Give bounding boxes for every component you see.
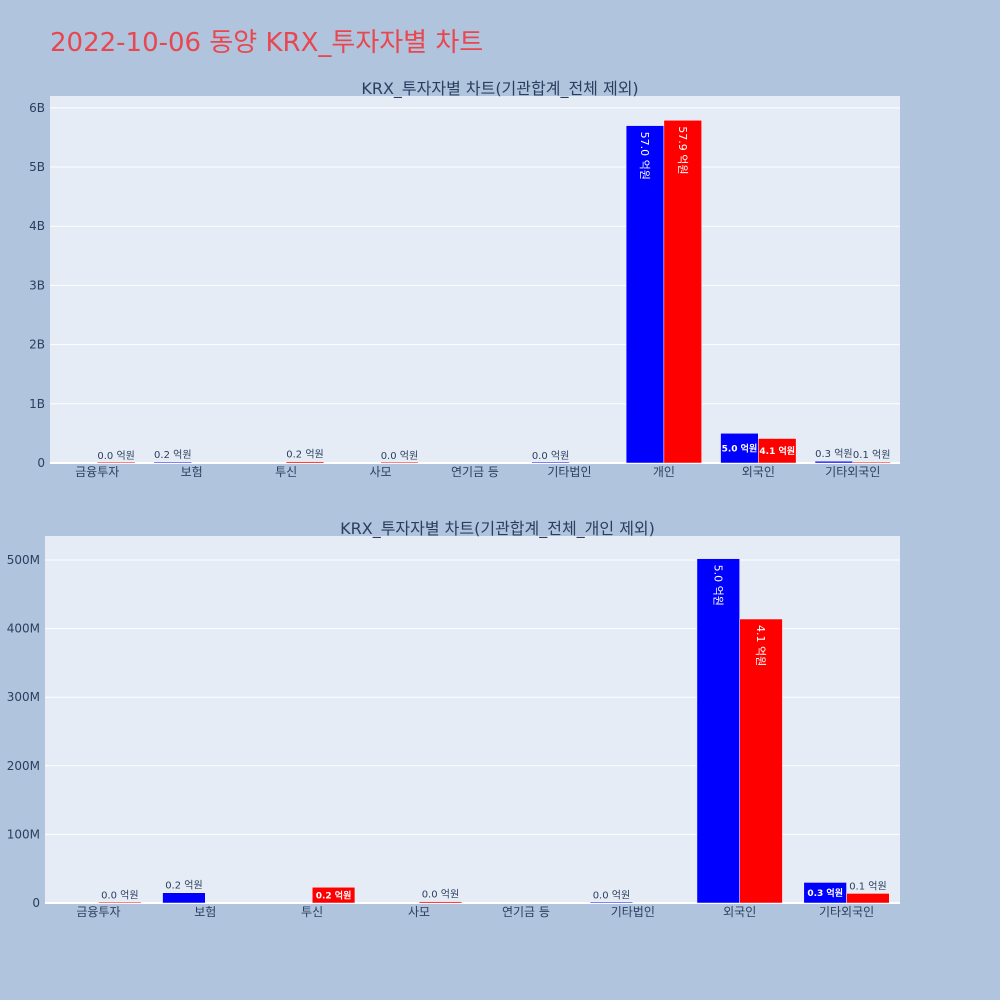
data-label: 5.0 억원 xyxy=(711,565,724,606)
bar xyxy=(98,901,142,904)
x-tick-label: 기타법인 xyxy=(611,905,655,919)
x-tick-label: 외국인 xyxy=(723,905,756,919)
y-tick-label: 0 xyxy=(37,456,45,470)
data-label: 0.0 억원 xyxy=(593,889,630,901)
bar xyxy=(803,882,847,904)
bar xyxy=(625,125,665,464)
y-tick-label: 200M xyxy=(7,759,40,773)
y-tick-label: 6B xyxy=(29,101,45,115)
data-label: 0.0 억원 xyxy=(101,889,138,901)
x-tick-label: 연기금 등 xyxy=(451,465,499,479)
bar xyxy=(418,901,463,904)
plot-area xyxy=(50,96,900,463)
y-tick-label: 1B xyxy=(29,397,45,411)
data-label: 0.1 억원 xyxy=(849,880,886,892)
y-tick-label: 3B xyxy=(29,278,45,292)
x-tick-label: 보험 xyxy=(194,905,216,919)
bar xyxy=(758,438,797,464)
data-label: 4.1 억원 xyxy=(754,625,767,666)
y-tick-label: 500M xyxy=(7,553,40,567)
bar xyxy=(696,558,740,904)
data-label: 0.2 억원 xyxy=(286,449,323,461)
data-label: 0.3 억원 xyxy=(807,887,843,899)
bar xyxy=(285,461,325,464)
x-tick-label: 금융투자 xyxy=(76,905,120,919)
bar xyxy=(663,120,702,464)
y-tick-label: 0 xyxy=(32,896,40,910)
chart-overall: KRX_투자자별 차트(기관합계_전체 제외) 0 1B 2B 3B 4B 5B 6B 금융투자… xyxy=(29,79,900,479)
x-tick-label: 투신 xyxy=(275,465,297,479)
bar xyxy=(814,460,854,464)
data-label: 0.3 억원 xyxy=(815,448,852,460)
data-label: 57.0 억원 xyxy=(638,132,651,180)
bar xyxy=(852,461,891,464)
bar xyxy=(846,893,890,904)
data-label: 57.9 억원 xyxy=(676,126,689,174)
data-label: 4.1 억원 xyxy=(759,445,795,457)
bar xyxy=(153,461,192,464)
bar xyxy=(720,433,759,464)
data-label: 0.0 억원 xyxy=(97,450,134,462)
bar xyxy=(589,901,634,904)
data-label: 0.2 억원 xyxy=(154,449,191,461)
x-tick-label: 기타외국인 xyxy=(825,465,880,479)
x-tick-label: 연기금 등 xyxy=(502,905,550,919)
bar xyxy=(380,461,419,464)
x-tick-label: 외국인 xyxy=(742,465,775,479)
data-label: 0.0 억원 xyxy=(532,450,569,462)
data-label: 0.1 억원 xyxy=(853,449,890,461)
x-tick-label: 기타법인 xyxy=(547,465,591,479)
y-tick-label: 100M xyxy=(7,827,40,841)
bar xyxy=(739,618,783,904)
x-tick-label: 사모 xyxy=(408,905,430,919)
y-tick-label: 4B xyxy=(29,219,45,233)
x-tick-label: 투신 xyxy=(301,905,323,919)
y-tick-label: 300M xyxy=(7,690,40,704)
x-tick-label: 사모 xyxy=(370,465,392,479)
page-title: 2022-10-06 동양 KRX_투자자별 차트 xyxy=(50,28,484,58)
data-label: 0.0 억원 xyxy=(422,889,459,901)
y-tick-label: 5B xyxy=(29,160,45,174)
data-label: 0.0 억원 xyxy=(381,450,418,462)
x-tick-label: 보험 xyxy=(181,465,203,479)
data-label: 5.0 억원 xyxy=(722,443,758,455)
chart-title: KRX_투자자별 차트(기관합계_전체 제외) xyxy=(361,79,638,99)
chart-excluding-individual: KRX_투자자별 차트(기관합계_전체_개인 제외) 0 100M 200M 300M 4… xyxy=(7,519,900,919)
x-tick-label: 기타외국인 xyxy=(819,905,874,919)
bar xyxy=(531,461,570,464)
bar xyxy=(311,886,356,904)
data-label: 0.2 억원 xyxy=(316,890,352,902)
bar xyxy=(162,892,206,904)
bar xyxy=(96,461,136,464)
y-tick-label: 400M xyxy=(7,622,40,636)
y-tick-label: 2B xyxy=(29,338,45,352)
x-tick-label: 개인 xyxy=(653,465,675,479)
x-tick-label: 금융투자 xyxy=(75,465,119,479)
chart-title: KRX_투자자별 차트(기관합계_전체_개인 제외) xyxy=(340,519,655,539)
data-label: 0.2 억원 xyxy=(165,880,202,892)
